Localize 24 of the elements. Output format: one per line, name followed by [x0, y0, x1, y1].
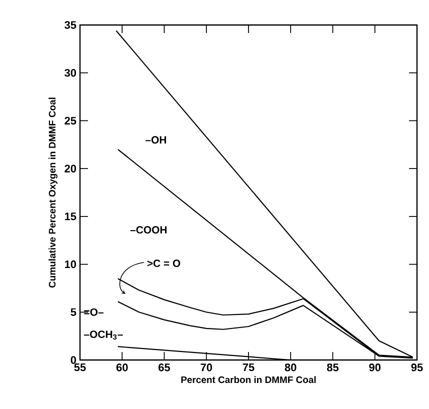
- y-tick-label: 5: [70, 308, 76, 316]
- annotation: –OH: [146, 136, 166, 144]
- annotation: –COOH: [130, 226, 167, 234]
- x-tick-label: 65: [158, 364, 170, 372]
- y-tick-label: 15: [64, 212, 76, 220]
- y-tick-label: 10: [64, 260, 76, 268]
- x-tick-label: 80: [284, 364, 296, 372]
- y-tick-label: 35: [64, 21, 76, 29]
- x-tick-label: 55: [74, 364, 86, 372]
- x-tick-label: 90: [369, 364, 381, 372]
- y-tick-label: 30: [64, 68, 76, 77]
- y-tick-label: 20: [64, 164, 76, 172]
- y-tick-label: 25: [64, 116, 76, 125]
- annotation: >C = O: [147, 260, 180, 268]
- x-tick-label: 95: [411, 364, 423, 372]
- x-tick-label: 85: [327, 364, 339, 372]
- x-axis-title: Percent Carbon in DMMF Coal: [181, 376, 316, 384]
- x-tick-label: 70: [200, 364, 212, 372]
- annotation: –OCH$_{3}$–: [84, 330, 123, 340]
- x-tick-label: 60: [116, 364, 128, 372]
- annotation: =O–: [84, 308, 104, 316]
- y-axis-title: Cumulative Percent Oxygen in DMMF Coal: [48, 98, 58, 288]
- x-tick-label: 75: [242, 364, 254, 372]
- y-tick-label: 0: [70, 356, 76, 364]
